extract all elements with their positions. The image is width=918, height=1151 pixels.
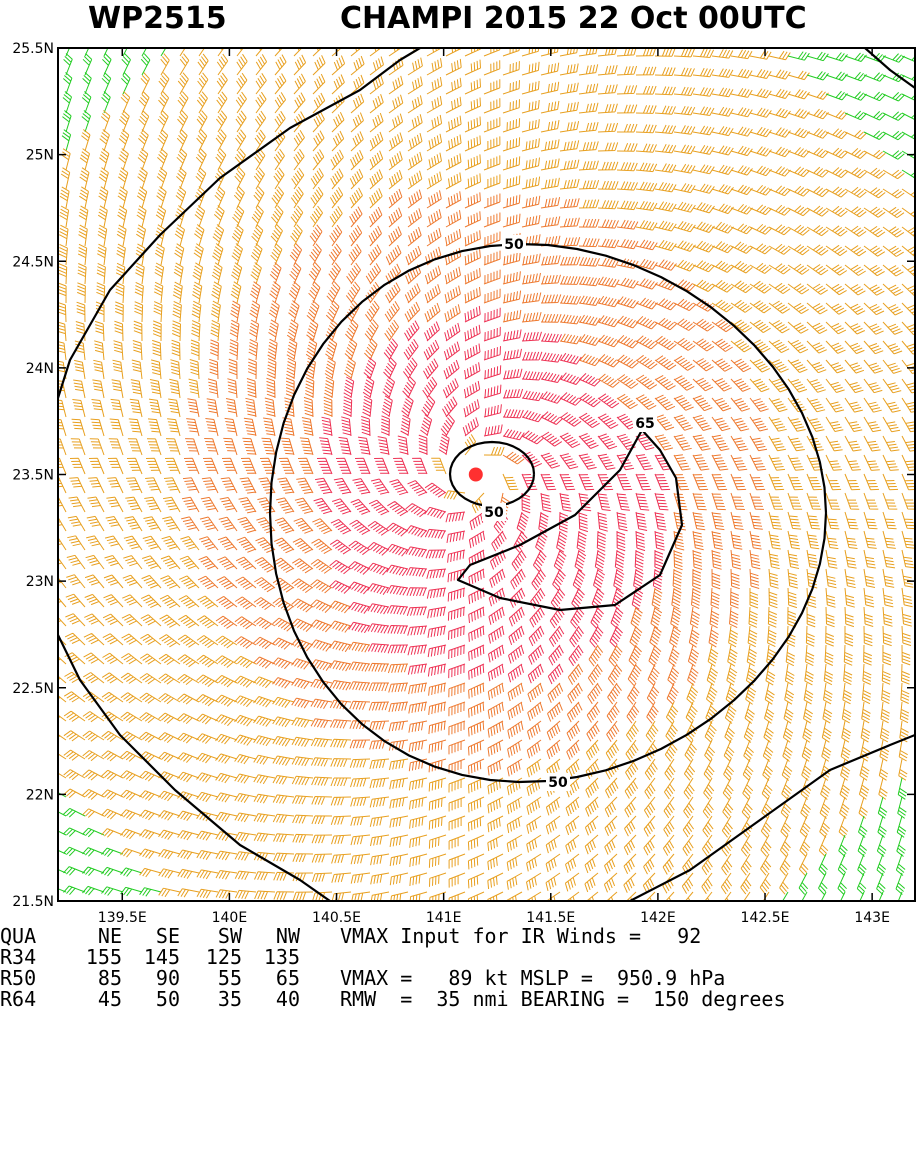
cell-ne: 85 [70,968,122,988]
row-label: R50 [0,968,36,988]
storm-center-marker [469,468,483,482]
y-tick-label: 21.5N [12,894,54,910]
y-tick-label: 24N [26,361,54,377]
cell-se: 145 [128,947,180,967]
wind-chart: WP2515 CHAMPI 2015 22 Oct 00UTC 50 65 50 50… [0,0,918,926]
rmw-bearing-text: RMW = 35 nmi BEARING = 150 degrees [340,989,786,1009]
header-nw: NW [248,926,300,946]
y-tick-label: 22N [26,787,54,803]
header-qua: QUA [0,926,36,946]
x-tick-label: 142.5E [741,910,790,926]
y-tick-label: 25N [26,148,54,164]
vmax-input-text: VMAX Input for IR Winds = 92 [340,926,701,946]
svg-text:50: 50 [548,775,568,791]
wind-radii-table: QUA NE SE SW NW VMAX Input for IR Winds … [0,926,918,1014]
vmax-mslp-text: VMAX = 89 kt MSLP = 950.9 hPa [340,968,725,988]
cell-sw: 55 [190,968,242,988]
table-row-r34: R34 155 145 125 135 [0,947,48,967]
header-sw: SW [190,926,242,946]
cell-sw: 35 [190,989,242,1009]
svg-text:65: 65 [635,416,654,432]
contour-label: 50 [546,773,570,791]
y-tick-label: 22.5N [12,681,54,697]
y-tick-label: 25.5N [12,41,54,57]
contour-label: 50 [502,235,526,253]
center-dot [469,468,483,482]
cell-sw: 125 [190,947,242,967]
cell-nw: 65 [248,968,300,988]
y-tick-label: 23.5N [12,468,54,484]
y-tick-label: 23N [26,574,54,590]
cell-ne: 155 [70,947,122,967]
row-label: R64 [0,989,36,1009]
x-tick-label: 143E [854,910,890,926]
storm-info-title: CHAMPI 2015 22 Oct 00UTC [340,1,807,36]
contour-label: 50 [482,503,506,521]
header-ne: NE [70,926,122,946]
svg-text:50: 50 [504,237,524,253]
table-row-r50: R50 85 90 55 65 VMAX = 89 kt MSLP = 950.… [0,968,48,988]
row-label: R34 [0,947,36,967]
cell-se: 50 [128,989,180,1009]
table-row-r64: R64 45 50 35 40 RMW = 35 nmi BEARING = 1… [0,989,48,1009]
table-header-row: QUA NE SE SW NW VMAX Input for IR Winds … [0,926,48,946]
cell-ne: 45 [70,989,122,1009]
y-tick-label: 24.5N [12,254,54,270]
svg-text:50: 50 [484,505,504,521]
contour-label: 65 [633,414,657,432]
cell-se: 90 [128,968,180,988]
cell-nw: 135 [248,947,300,967]
header-se: SE [128,926,180,946]
storm-id-title: WP2515 [88,1,227,36]
cell-nw: 40 [248,989,300,1009]
